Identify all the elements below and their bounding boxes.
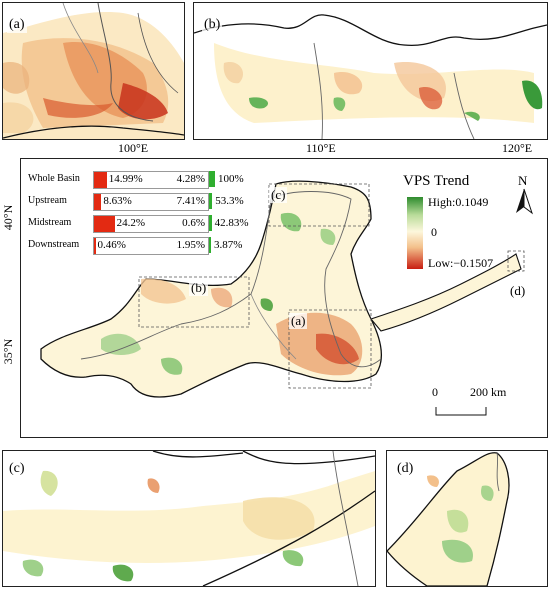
box-label-d: (d) xyxy=(508,283,528,299)
inset-map-b-raster xyxy=(194,3,547,139)
box-label-c: (c) xyxy=(269,187,288,203)
increase-pct: 100% xyxy=(218,173,244,185)
legend-title: VPS Trend xyxy=(403,173,470,189)
inset-label-c: (c) xyxy=(7,461,27,477)
decrease-pct: 14.99% xyxy=(108,173,143,185)
stable-pct: 7.41% xyxy=(176,195,205,207)
stats-row: Upstream 8.63% 7.41% 53.3% xyxy=(21,191,244,211)
north-arrow-icon xyxy=(516,188,533,215)
stats-row-box xyxy=(93,215,209,233)
box-label-a: (a) xyxy=(289,313,308,329)
stats-row-name: Midstream xyxy=(28,217,72,228)
inset-map-c-raster xyxy=(3,451,375,586)
inset-map-a-raster xyxy=(3,3,184,139)
stats-row: Midstream 24.2% 0.6% 42.83% xyxy=(21,213,248,233)
inset-map-d: (d) xyxy=(386,450,548,587)
stable-pct: 0.6% xyxy=(182,217,205,229)
scale-bar-line xyxy=(435,407,487,416)
increase-bar xyxy=(209,193,213,209)
stats-row-name: Whole Basin xyxy=(28,173,80,184)
lon-label-110: 110°E xyxy=(306,141,336,155)
decrease-bar xyxy=(94,172,107,188)
decrease-bar xyxy=(94,238,96,254)
legend-low: Low:−0.1507 xyxy=(428,256,494,270)
increase-pct: 3.87% xyxy=(214,239,243,251)
lon-label-120: 120°E xyxy=(502,141,533,155)
stable-pct: 1.95% xyxy=(176,239,205,251)
increase-bar xyxy=(209,215,212,231)
stats-row-box xyxy=(93,171,209,189)
north-label: N xyxy=(518,173,528,188)
stats-row-box xyxy=(93,193,209,211)
lat-label-40: 40°N xyxy=(1,204,16,231)
scale-bar: 0 200 km xyxy=(426,385,536,425)
north-arrow: N xyxy=(509,173,539,217)
stats-row: Downstream 0.46% 1.95% 3.87% xyxy=(21,235,242,255)
legend-zero: 0 xyxy=(431,225,437,239)
stats-row-name: Downstream xyxy=(28,239,80,250)
legend-color-ramp xyxy=(407,197,423,269)
legend: VPS Trend High:0.1049 0 Low:−0.1507 xyxy=(399,173,544,283)
main-map: Whole Basin 14.99% 4.28% 100% Upstream 8.63% 7… xyxy=(20,158,548,438)
lon-label-100: 100°E xyxy=(118,141,149,155)
scale-start: 0 xyxy=(432,385,438,399)
stats-row-name: Upstream xyxy=(28,195,67,206)
inset-map-a: (a) xyxy=(2,2,185,140)
inset-map-c: (c) xyxy=(2,450,376,587)
stats-row-box xyxy=(93,237,209,255)
scale-end: 200 km xyxy=(470,385,507,399)
stats-row: Whole Basin 14.99% 4.28% 100% xyxy=(21,169,244,189)
increase-pct: 42.83% xyxy=(214,217,249,229)
inset-label-d: (d) xyxy=(395,461,416,477)
increase-bar xyxy=(209,171,215,187)
lat-label-35: 35°N xyxy=(1,338,16,365)
decrease-pct: 0.46% xyxy=(97,239,126,251)
decrease-bar xyxy=(94,216,115,232)
increase-pct: 53.3% xyxy=(215,195,244,207)
decrease-pct: 24.2% xyxy=(116,217,145,229)
decrease-bar xyxy=(94,194,102,210)
inset-label-a: (a) xyxy=(7,17,27,33)
legend-high: High:0.1049 xyxy=(428,195,489,209)
stable-pct: 4.28% xyxy=(176,173,205,185)
increase-bar xyxy=(209,237,211,253)
box-label-b: (b) xyxy=(189,280,209,296)
inset-label-b: (b) xyxy=(202,17,223,33)
decrease-pct: 8.63% xyxy=(103,195,132,207)
inset-map-b: (b) xyxy=(193,2,548,140)
